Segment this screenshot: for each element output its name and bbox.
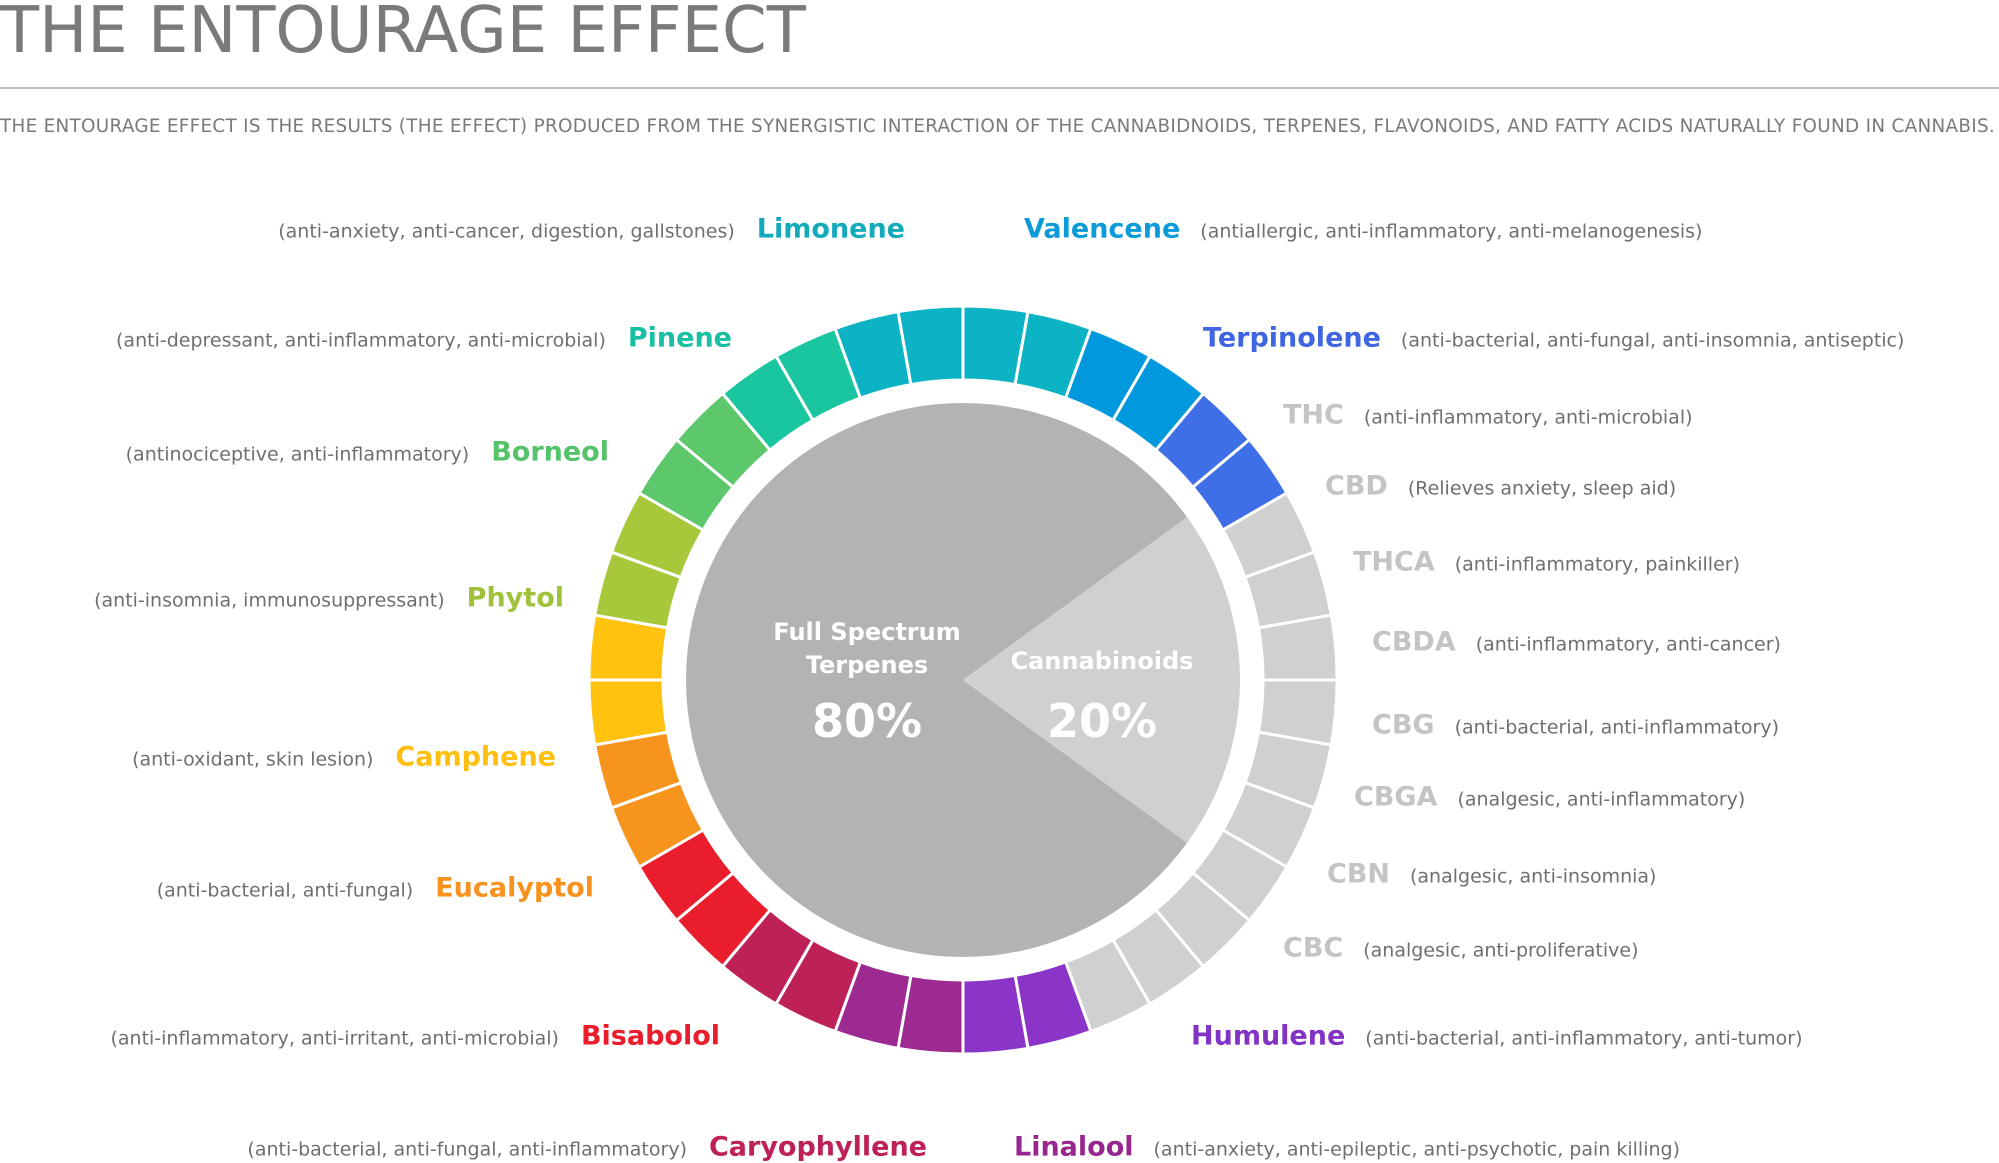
cbga-desc: (analgesic, anti-inflammatory) [1457,788,1746,811]
cbd-name: CBD [1325,470,1388,502]
compound-thc: THC (anti-inflammatory, anti-microbial) [1283,400,1693,431]
compound-cbd: CBD (Relieves anxiety, sleep aid) [1325,471,1676,502]
compound-humulene: Humulene (anti-bacterial, anti-inflammat… [1191,1021,1803,1052]
compound-valencene: Valencene (antiallergic, anti-inflammato… [1024,214,1702,245]
terpenes-label-line2: Terpenes [806,651,928,679]
phytol-desc: (anti-insomnia, immunosuppressant) [94,589,445,612]
page-subtitle: THE ENTOURAGE EFFECT IS THE RESULTS (THE… [0,116,1996,137]
compound-linalool: Linalool (anti-anxiety, anti-epileptic, … [1014,1132,1680,1163]
compound-borneol: (antinociceptive, anti-inflammatory) Bor… [126,437,609,468]
compound-eucalyptol: (anti-bacterial, anti-fungal) Eucalyptol [157,873,594,904]
compound-cbc: CBC (analgesic, anti-proliferative) [1283,933,1639,964]
thca-desc: (anti-inflammatory, painkiller) [1454,553,1740,576]
compound-phytol: (anti-insomnia, immunosuppressant) Phyto… [94,583,564,614]
compound-cbn: CBN (analgesic, anti-insomnia) [1327,859,1656,890]
title-divider [0,87,1999,89]
caryophyllene-name: Caryophyllene [708,1131,927,1163]
pie-slice-terpenes [686,402,1188,957]
cannabinoids-percent: 20% [1047,694,1157,748]
camphene-name: Camphene [395,741,556,773]
terpenes-label-line1: Full Spectrum [773,618,960,646]
ring-segment [1256,613,1339,682]
compound-cbg: CBG (anti-bacterial, anti-inflammatory) [1372,710,1779,741]
compound-limonene: (anti-anxiety, anti-cancer, digestion, g… [278,214,905,245]
compound-terpinolene: Terpinolene (anti-bacterial, anti-fungal… [1203,323,1904,354]
cbd-desc: (Relieves anxiety, sleep aid) [1407,477,1677,500]
thca-name: THCA [1353,546,1435,578]
compound-camphene: (anti-oxidant, skin lesion) Camphene [132,742,556,773]
cbg-name: CBG [1372,709,1435,741]
terpenes-percent: 80% [812,694,922,748]
pinene-name: Pinene [627,322,732,354]
terpinolene-desc: (anti-bacterial, anti-fungal, anti-insom… [1400,329,1905,352]
humulene-name: Humulene [1191,1020,1346,1052]
cbn-desc: (analgesic, anti-insomnia) [1410,865,1657,888]
ring-segment [896,304,965,387]
cbda-name: CBDA [1372,626,1456,658]
cbc-name: CBC [1283,932,1344,964]
cbg-desc: (anti-bacterial, anti-inflammatory) [1454,716,1780,739]
camphene-desc: (anti-oxidant, skin lesion) [132,748,374,771]
caryophyllene-desc: (anti-bacterial, anti-fungal, anti-infla… [247,1138,687,1161]
ring-segment [961,973,1030,1056]
ring-segment [587,678,670,747]
valencene-name: Valencene [1024,213,1181,245]
cbga-name: CBGA [1354,781,1438,813]
cbc-desc: (analgesic, anti-proliferative) [1363,939,1639,962]
eucalyptol-desc: (anti-bacterial, anti-fungal) [156,879,414,902]
compound-bisabolol: (anti-inflammatory, anti-irritant, anti-… [110,1021,720,1052]
pie-slice-cannabinoids [963,517,1240,843]
limonene-desc: (anti-anxiety, anti-cancer, digestion, g… [278,220,735,243]
terpinolene-name: Terpinolene [1203,322,1381,354]
limonene-name: Limonene [756,213,905,245]
page-title: THE ENTOURAGE EFFECT [0,0,806,68]
linalool-desc: (anti-anxiety, anti-epileptic, anti-psyc… [1153,1138,1680,1161]
borneol-desc: (antinociceptive, anti-inflammatory) [125,443,470,466]
compound-cbda: CBDA (anti-inflammatory, anti-cancer) [1372,627,1781,658]
cannabinoids-label: Cannabinoids [1011,647,1194,675]
pinene-desc: (anti-depressant, anti-inflammatory, ant… [116,329,606,352]
compound-pinene: (anti-depressant, anti-inflammatory, ant… [116,323,732,354]
borneol-name: Borneol [491,436,609,468]
cbda-desc: (anti-inflammatory, anti-cancer) [1475,633,1781,656]
phytol-name: Phytol [466,582,564,614]
bisabolol-desc: (anti-inflammatory, anti-irritant, anti-… [110,1027,559,1050]
compound-thca: THCA (anti-inflammatory, painkiller) [1353,547,1740,578]
bisabolol-name: Bisabolol [580,1020,720,1052]
compound-caryophyllene: (anti-bacterial, anti-fungal, anti-infla… [247,1132,927,1163]
thc-desc: (anti-inflammatory, anti-microbial) [1363,406,1693,429]
humulene-desc: (anti-bacterial, anti-inflammatory, anti… [1365,1027,1803,1050]
thc-name: THC [1283,399,1344,431]
cbn-name: CBN [1327,858,1390,890]
valencene-desc: (antiallergic, anti-inflammatory, anti-m… [1200,220,1703,243]
compound-ring [587,304,1339,1056]
compound-cbga: CBGA (analgesic, anti-inflammatory) [1354,782,1745,813]
linalool-name: Linalool [1014,1131,1134,1163]
eucalyptol-name: Eucalyptol [435,872,594,904]
